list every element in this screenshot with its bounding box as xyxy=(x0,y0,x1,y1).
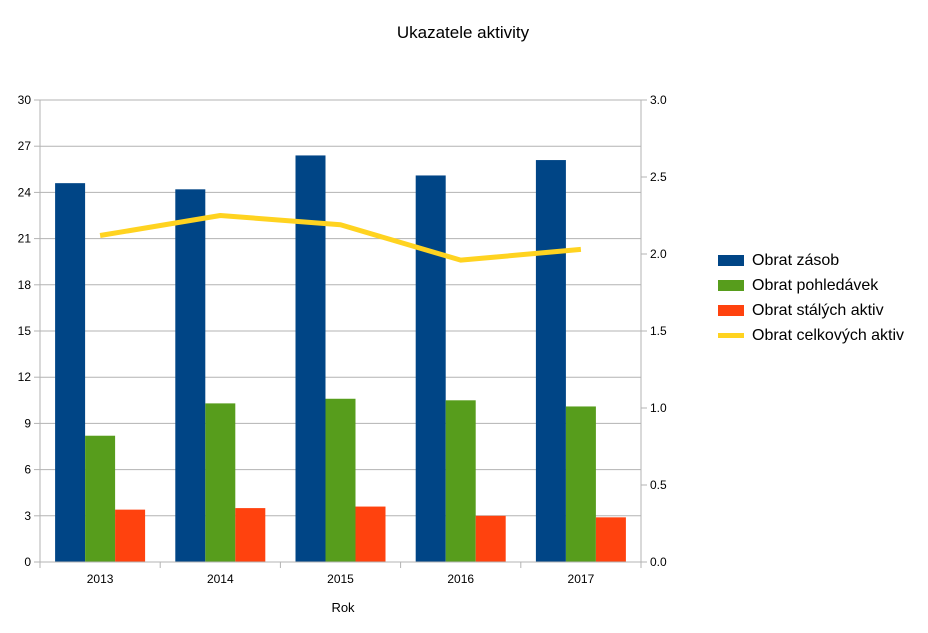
y-tick-label: 0 xyxy=(24,555,31,569)
chart-title: Ukazatele aktivity xyxy=(397,23,530,42)
bar xyxy=(295,155,326,562)
y-tick-label: 30 xyxy=(18,93,32,107)
legend-swatch-obrat-zasob xyxy=(718,255,744,266)
legend-item-obrat-zasob: Obrat zásob xyxy=(718,248,904,273)
y-tick-label: 21 xyxy=(18,232,32,246)
axes: 0 3 6 9 12 15 18 21 24 27 30 0.0 0.5 1.0 1.5 2.0 2.5 3.0 2… xyxy=(18,93,667,586)
legend-label-obrat-stalych-aktiv: Obrat stálých aktiv xyxy=(752,301,884,319)
bars xyxy=(55,155,626,562)
bar xyxy=(55,183,86,562)
legend: Obrat zásob Obrat pohledávek Obrat stálý… xyxy=(718,248,904,348)
y2-tick-label: 0.0 xyxy=(650,555,667,569)
y2-tick-label: 3.0 xyxy=(650,93,667,107)
y2-tick-label: 2.0 xyxy=(650,247,667,261)
bar xyxy=(535,160,566,562)
legend-label-obrat-celkovych-aktiv: Obrat celkových aktiv xyxy=(752,326,905,344)
bar xyxy=(205,403,236,562)
y-tick-label: 15 xyxy=(18,324,32,338)
legend-item-obrat-celkovych-aktiv: Obrat celkových aktiv xyxy=(718,323,904,348)
bar xyxy=(175,189,206,562)
y-tick-label: 27 xyxy=(18,139,32,153)
bar xyxy=(85,435,116,562)
legend-swatch-obrat-pohledavek xyxy=(718,280,744,291)
x-tick-label: 2013 xyxy=(87,572,114,586)
x-tick-label: 2017 xyxy=(568,572,595,586)
y2-tick-label: 1.5 xyxy=(650,324,667,338)
legend-item-obrat-stalych-aktiv: Obrat stálých aktiv xyxy=(718,298,904,323)
bar xyxy=(355,506,386,562)
y-tick-label: 9 xyxy=(24,416,31,430)
y-tick-label: 24 xyxy=(18,185,32,199)
bar xyxy=(415,175,446,562)
bar xyxy=(565,406,596,562)
x-axis-label: Rok xyxy=(331,600,355,615)
legend-swatch-obrat-celkovych-aktiv xyxy=(718,333,744,338)
y2-tick-label: 2.5 xyxy=(650,170,667,184)
legend-label-obrat-zasob: Obrat zásob xyxy=(752,251,840,269)
y-tick-label: 3 xyxy=(24,509,31,523)
bar xyxy=(115,509,146,562)
line-series xyxy=(99,213,582,263)
y-tick-label: 6 xyxy=(24,463,31,477)
x-tick-label: 2014 xyxy=(207,572,234,586)
x-tick-label: 2015 xyxy=(327,572,354,586)
bar xyxy=(445,400,476,562)
bar xyxy=(475,515,506,562)
legend-label-obrat-pohledavek: Obrat pohledávek xyxy=(752,276,879,294)
y-tick-label: 18 xyxy=(18,278,32,292)
line-series-path xyxy=(99,213,582,263)
bar xyxy=(235,508,266,562)
x-tick-label: 2016 xyxy=(447,572,474,586)
y2-tick-label: 1.0 xyxy=(650,401,667,415)
legend-swatch-obrat-stalych-aktiv xyxy=(718,305,744,316)
bar xyxy=(595,517,626,562)
legend-item-obrat-pohledavek: Obrat pohledávek xyxy=(718,273,904,298)
y-tick-label: 12 xyxy=(18,370,32,384)
y2-tick-label: 0.5 xyxy=(650,478,667,492)
bar xyxy=(325,398,356,562)
